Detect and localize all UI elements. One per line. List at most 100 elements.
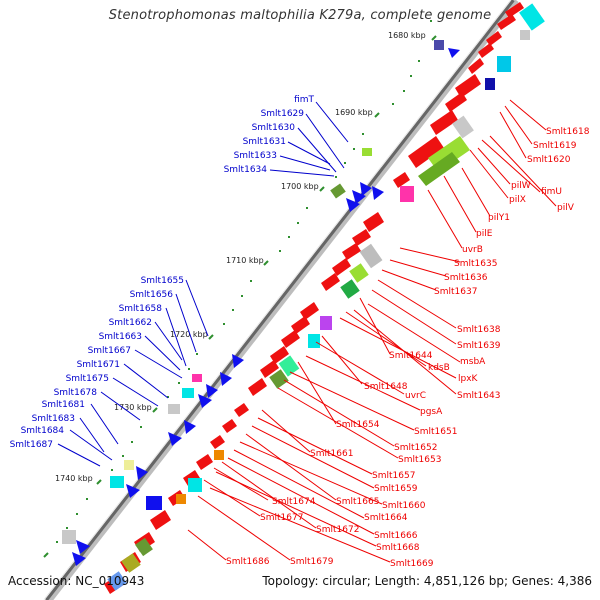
gene-label: Smlt1655 bbox=[141, 276, 184, 286]
gene-label: Smlt1663 bbox=[99, 332, 142, 342]
gene-arrow bbox=[360, 182, 372, 196]
gene-label: Smlt1666 bbox=[374, 531, 418, 541]
gene-arrow bbox=[346, 198, 360, 212]
gene-arrow bbox=[260, 360, 279, 378]
gene-label: Smlt1679 bbox=[290, 557, 334, 567]
gene-label: pilE bbox=[476, 229, 493, 239]
gene-label: Smlt1668 bbox=[376, 543, 420, 553]
gene-label: Smlt1639 bbox=[457, 341, 501, 351]
gene-arrow bbox=[352, 229, 371, 246]
gene-label: uvrB bbox=[462, 245, 483, 255]
gene-label: pilV bbox=[557, 203, 575, 213]
gene-arrow bbox=[505, 2, 524, 18]
gene-label: Smlt1660 bbox=[382, 501, 426, 511]
gene-label: Smlt1661 bbox=[310, 449, 353, 459]
gene-arrow bbox=[455, 74, 481, 98]
gene-label: Smlt1675 bbox=[66, 374, 109, 384]
gene-arrow bbox=[234, 403, 249, 417]
gene-label: Smlt1658 bbox=[119, 304, 163, 314]
genome-summary-text: Topology: circular; Length: 4,851,126 bp… bbox=[262, 574, 592, 588]
gene-arrow bbox=[300, 302, 319, 320]
right-gene-labels: Smlt1618 Smlt1619 Smlt1620 pilW fimU pil… bbox=[226, 127, 590, 569]
gene-label: Smlt1657 bbox=[372, 471, 415, 481]
gene-label: Smlt1652 bbox=[394, 443, 437, 453]
feature-blocks-left bbox=[62, 148, 372, 544]
gene-arrow bbox=[196, 454, 213, 470]
gene-label: Smlt1674 bbox=[272, 497, 316, 507]
gene-arrow bbox=[408, 136, 444, 168]
gene-arrow bbox=[497, 14, 516, 30]
accession-text: Accession: NC_010943 bbox=[8, 574, 145, 588]
gene-label: Smlt1620 bbox=[527, 155, 571, 165]
kbp-label-1680: 1680 kbp bbox=[388, 31, 426, 40]
gene-arrow bbox=[478, 43, 494, 58]
gene-arrow bbox=[198, 394, 212, 408]
gene-label: Smlt1636 bbox=[444, 273, 488, 283]
left-gene-labels: fimT Smlt1629 Smlt1630 Smlt1631 Smlt1633… bbox=[10, 95, 315, 450]
gene-label: Smlt1664 bbox=[364, 513, 408, 523]
forward-strand-genes bbox=[72, 40, 460, 566]
gene-label: Smlt1651 bbox=[414, 427, 457, 437]
gene-arrow bbox=[363, 212, 384, 232]
left-leader-lines bbox=[57, 101, 349, 467]
gene-label: kdsB bbox=[428, 363, 450, 373]
gene-arrow bbox=[468, 58, 484, 74]
gene-label: Smlt1638 bbox=[457, 325, 501, 335]
gene-label: Smlt1635 bbox=[454, 259, 497, 269]
gene-label: Smlt1669 bbox=[390, 559, 434, 569]
gene-label: Smlt1637 bbox=[434, 287, 477, 297]
gene-label: lpxK bbox=[458, 374, 479, 384]
gene-label: msbA bbox=[460, 357, 486, 367]
gene-label: Smlt1681 bbox=[42, 400, 85, 410]
gene-arrow bbox=[150, 510, 171, 530]
gene-arrow bbox=[332, 258, 351, 276]
gene-label: Smlt1634 bbox=[224, 165, 268, 175]
kbp-label-1730: 1730 kbp bbox=[114, 403, 152, 412]
gene-arrow bbox=[210, 435, 225, 449]
gene-label: Smlt1630 bbox=[252, 123, 296, 133]
gene-arrow bbox=[291, 316, 310, 334]
scale-dots bbox=[56, 20, 432, 543]
gene-label: Smlt1687 bbox=[10, 440, 53, 450]
gene-label: uvrC bbox=[405, 391, 426, 401]
gene-label: Smlt1618 bbox=[546, 127, 590, 137]
kbp-label-1740: 1740 kbp bbox=[55, 474, 93, 483]
gene-arrow bbox=[430, 110, 458, 135]
gene-label: Smlt1671 bbox=[77, 360, 120, 370]
right-leader-lines bbox=[187, 99, 557, 563]
gene-label: Smlt1659 bbox=[374, 484, 418, 494]
gene-label: pilW bbox=[511, 181, 531, 191]
gene-arrow bbox=[372, 186, 384, 200]
kbp-label-1700: 1700 kbp bbox=[281, 182, 319, 191]
gene-arrow bbox=[184, 420, 196, 434]
gene-arrow bbox=[448, 48, 460, 58]
gene-label: Smlt1662 bbox=[109, 318, 152, 328]
gene-label: Smlt1631 bbox=[243, 137, 286, 147]
gene-arrow bbox=[486, 31, 502, 46]
gene-arrow bbox=[168, 432, 182, 446]
gene-label: Smlt1633 bbox=[234, 151, 277, 161]
gene-label: fimU bbox=[541, 187, 562, 197]
gene-label: Smlt1683 bbox=[32, 414, 75, 424]
kbp-label-1710: 1710 kbp bbox=[226, 256, 264, 265]
gene-arrow bbox=[321, 273, 340, 291]
gene-arrow bbox=[222, 419, 237, 433]
gene-label: Smlt1648 bbox=[364, 382, 408, 392]
gene-arrow bbox=[232, 354, 244, 368]
gene-label: pilX bbox=[509, 195, 526, 205]
gene-arrow bbox=[445, 92, 467, 112]
gene-label: Smlt1684 bbox=[21, 426, 65, 436]
gene-label: Smlt1672 bbox=[316, 525, 359, 535]
gene-label: Smlt1677 bbox=[260, 513, 303, 523]
backbone-shadow bbox=[46, 0, 519, 600]
gene-arrow bbox=[248, 378, 267, 396]
gene-arrow bbox=[393, 172, 410, 188]
gene-label: Smlt1656 bbox=[130, 290, 174, 300]
gene-label: pgsA bbox=[420, 407, 443, 417]
feature-blocks-right bbox=[107, 3, 545, 591]
genome-title: Stenotrophomonas maltophilia K279a, comp… bbox=[108, 8, 492, 23]
backbone bbox=[44, 0, 515, 600]
gene-label: pilY1 bbox=[488, 213, 510, 223]
gene-arrow bbox=[126, 484, 140, 498]
